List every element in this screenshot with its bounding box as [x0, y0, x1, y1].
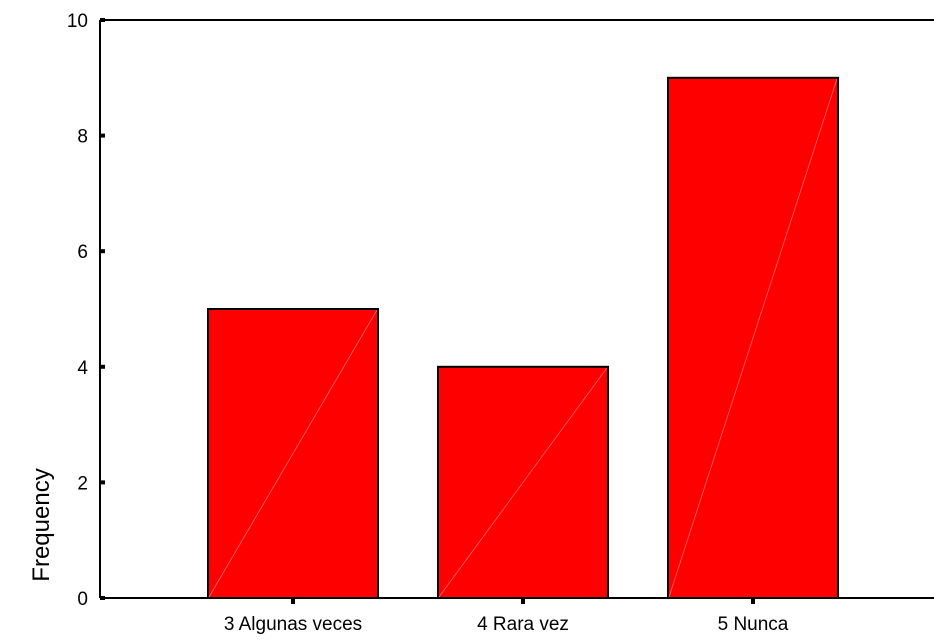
bar-shading-line [668, 78, 838, 598]
bar-shading-line [208, 309, 378, 598]
y-axis-title: Frequency [28, 468, 55, 581]
x-tick-label: 3 Algunas veces [224, 614, 362, 635]
y-ticks-group: 0 2 4 6 8 10 [67, 11, 105, 610]
x-tick-label: 5 Nunca [718, 614, 789, 635]
y-tick-label: 4 [77, 358, 88, 379]
x-tick-label: 4 Rara vez [477, 614, 569, 635]
y-tick-label: 10 [67, 11, 88, 32]
y-tick-label: 2 [77, 473, 88, 494]
y-tick-label: 0 [77, 589, 88, 610]
bars-group [207, 76, 839, 600]
y-tick-label: 6 [77, 242, 88, 263]
y-tick-label: 8 [77, 127, 88, 148]
x-ticks-group: 3 Algunas veces 4 Rara vez 5 Nunca [224, 598, 789, 635]
axes-group [99, 19, 934, 599]
bar-shading-line [438, 367, 608, 598]
